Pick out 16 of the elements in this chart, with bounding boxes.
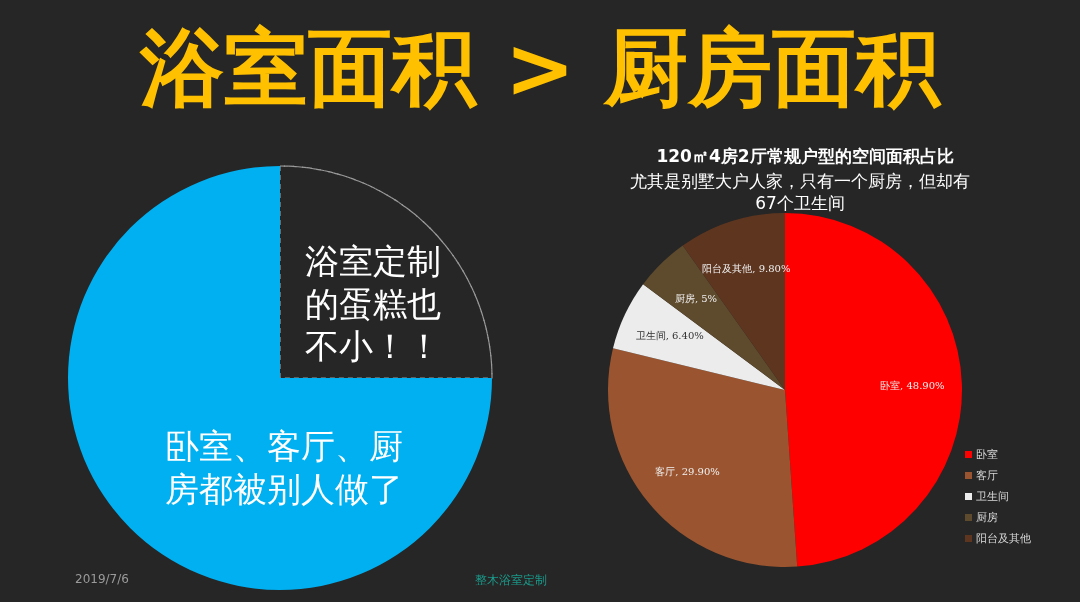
text: 2019/7/6 xyxy=(75,572,129,586)
data-label: 卧室, 48.90% xyxy=(879,378,946,393)
text: 整木浴室定制 xyxy=(475,572,547,589)
slice-label: 卧室、客厅、厨房都被别人做了 xyxy=(165,425,404,510)
legend-label: 客厅 xyxy=(976,468,998,483)
legend-label: 卧室 xyxy=(976,447,998,462)
data-label: 卫生间, 6.40% xyxy=(634,328,705,343)
slice-label: 浴室定制的蛋糕也不小！！ xyxy=(305,240,442,368)
legend-label: 卫生间 xyxy=(976,489,1009,504)
data-label: 客厅, 29.90% xyxy=(654,465,721,480)
data-label: 厨房, 5% xyxy=(673,291,719,306)
chart-subtitle: 尤其是别墅大户人家，只有一个厨房，但却有67个卫生间 xyxy=(629,170,971,215)
legend-label: 厨房 xyxy=(976,510,998,525)
chart-title: 浴室面积 > 厨房面积 xyxy=(138,18,943,119)
legend-label: 阳台及其他 xyxy=(976,531,1031,546)
chart-title: 120㎡4房2厅常规户型的空间面积占比 xyxy=(655,145,955,168)
